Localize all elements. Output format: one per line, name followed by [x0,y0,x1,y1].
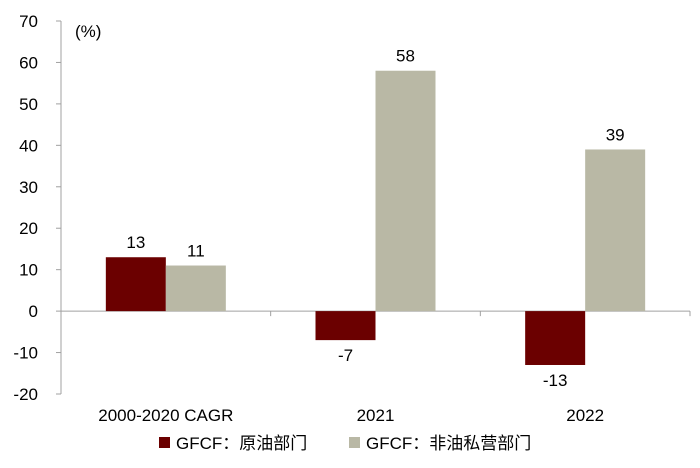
y-tick-label: 50 [19,95,38,114]
legend-label-1: GFCF：原油部门 [176,434,307,453]
data-label: 13 [126,233,145,252]
legend-swatch-1 [159,437,170,448]
x-category-label: 2000-2020 CAGR [98,406,233,425]
legend: GFCF：原油部门 GFCF：非油私营部门 [159,434,531,453]
data-label: -13 [543,371,568,390]
legend-label-2: GFCF：非油私营部门 [366,434,531,453]
legend-swatch-2 [349,437,360,448]
y-tick-label: 70 [19,12,38,31]
bar-series-2 [585,149,646,312]
y-tick-label: 10 [19,261,38,280]
data-label: 11 [187,242,205,261]
data-label: 58 [396,47,415,66]
y-tick-label: -20 [13,385,38,404]
y-tick-label: 60 [19,53,38,72]
x-category-label: 2021 [357,406,395,425]
y-tick-label: -10 [13,344,38,363]
y-tick-label: 30 [19,178,38,197]
bar-series-1 [315,311,376,341]
plot-area: -20 -10 0 10 20 30 40 50 60 70 13 11 2000-2020 CAGR -… [13,12,691,425]
bar-series-2 [165,265,226,312]
data-label: -7 [338,346,353,365]
bar-series-1 [105,257,166,312]
y-tick-label: 20 [19,219,38,238]
bar-series-2 [375,70,436,312]
bar-series-1 [525,311,586,365]
y-tick-label: 40 [19,136,38,155]
unit-label: (%) [75,22,101,41]
data-label: 39 [606,125,625,144]
y-tick-label: 0 [29,302,38,321]
x-category-label: 2022 [566,406,604,425]
